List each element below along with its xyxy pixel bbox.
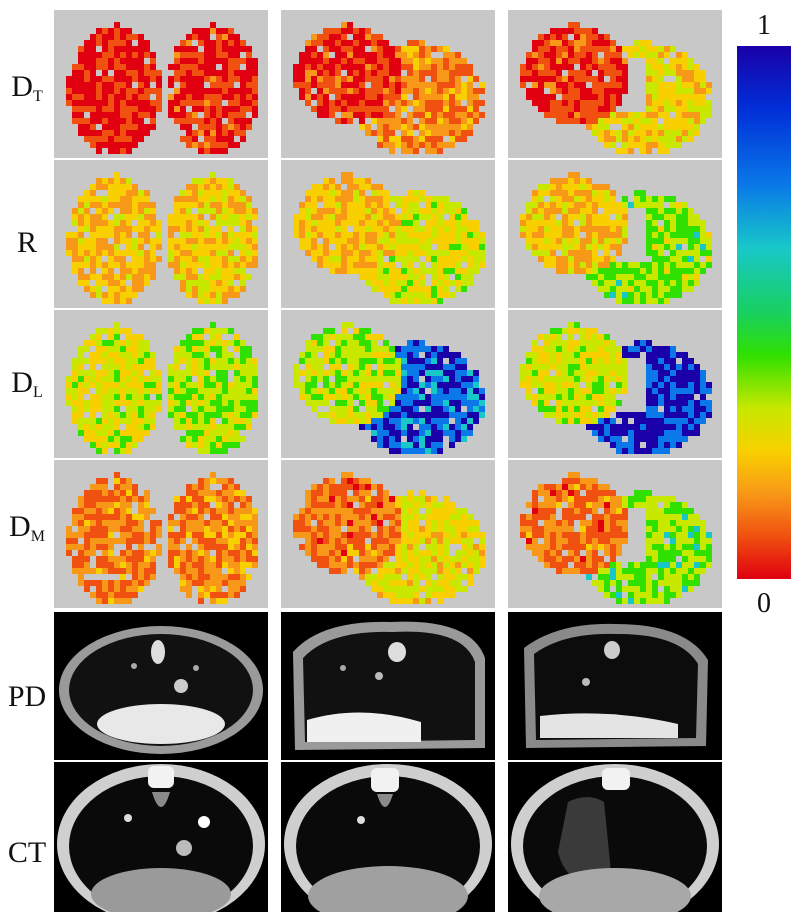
row-label-dl-sub: L [32,384,43,401]
pd-image-col3 [508,612,722,760]
map-panel-r4-c3 [508,460,722,608]
row-label-ct-main: CT [7,836,47,869]
colorbar-min-label: 0 [757,588,771,619]
map-panel-r4-c1 [54,460,268,608]
row-label-ct: CT [0,838,54,868]
map-panel-r4-c2 [281,460,495,608]
map-panel-r2-c1 [54,160,268,308]
row-label-dl: DL [0,368,54,401]
row-label-dt-sub: T [32,88,43,105]
row-label-dm-sub: M [30,528,45,545]
row-label-pd: PD [0,682,54,712]
map-panel-r1-c2 [281,10,495,158]
map-panel-r2-c2 [281,160,495,308]
row-label-pd-main: PD [7,680,47,713]
pd-image-col1 [54,612,268,760]
ct-image-col3 [508,762,722,912]
row-label-r: R [0,228,54,258]
row-label-dt: DT [0,72,54,105]
map-panel-r2-c3 [508,160,722,308]
row-label-dm: DM [0,512,54,545]
pd-image-col2 [281,612,495,760]
colorbar [737,46,791,579]
map-panel-r1-c3 [508,10,722,158]
row-label-r-main: R [16,226,37,259]
map-panel-r3-c1 [54,310,268,458]
colorbar-max-label: 1 [757,10,771,41]
ct-image-col1 [54,762,268,912]
row-label-dt-main: D [11,70,33,103]
ct-image-col2 [281,762,495,912]
row-label-dm-main: D [9,510,31,543]
row-label-dl-main: D [11,366,33,399]
map-panel-r3-c3 [508,310,722,458]
map-panel-r3-c2 [281,310,495,458]
map-panel-r1-c1 [54,10,268,158]
